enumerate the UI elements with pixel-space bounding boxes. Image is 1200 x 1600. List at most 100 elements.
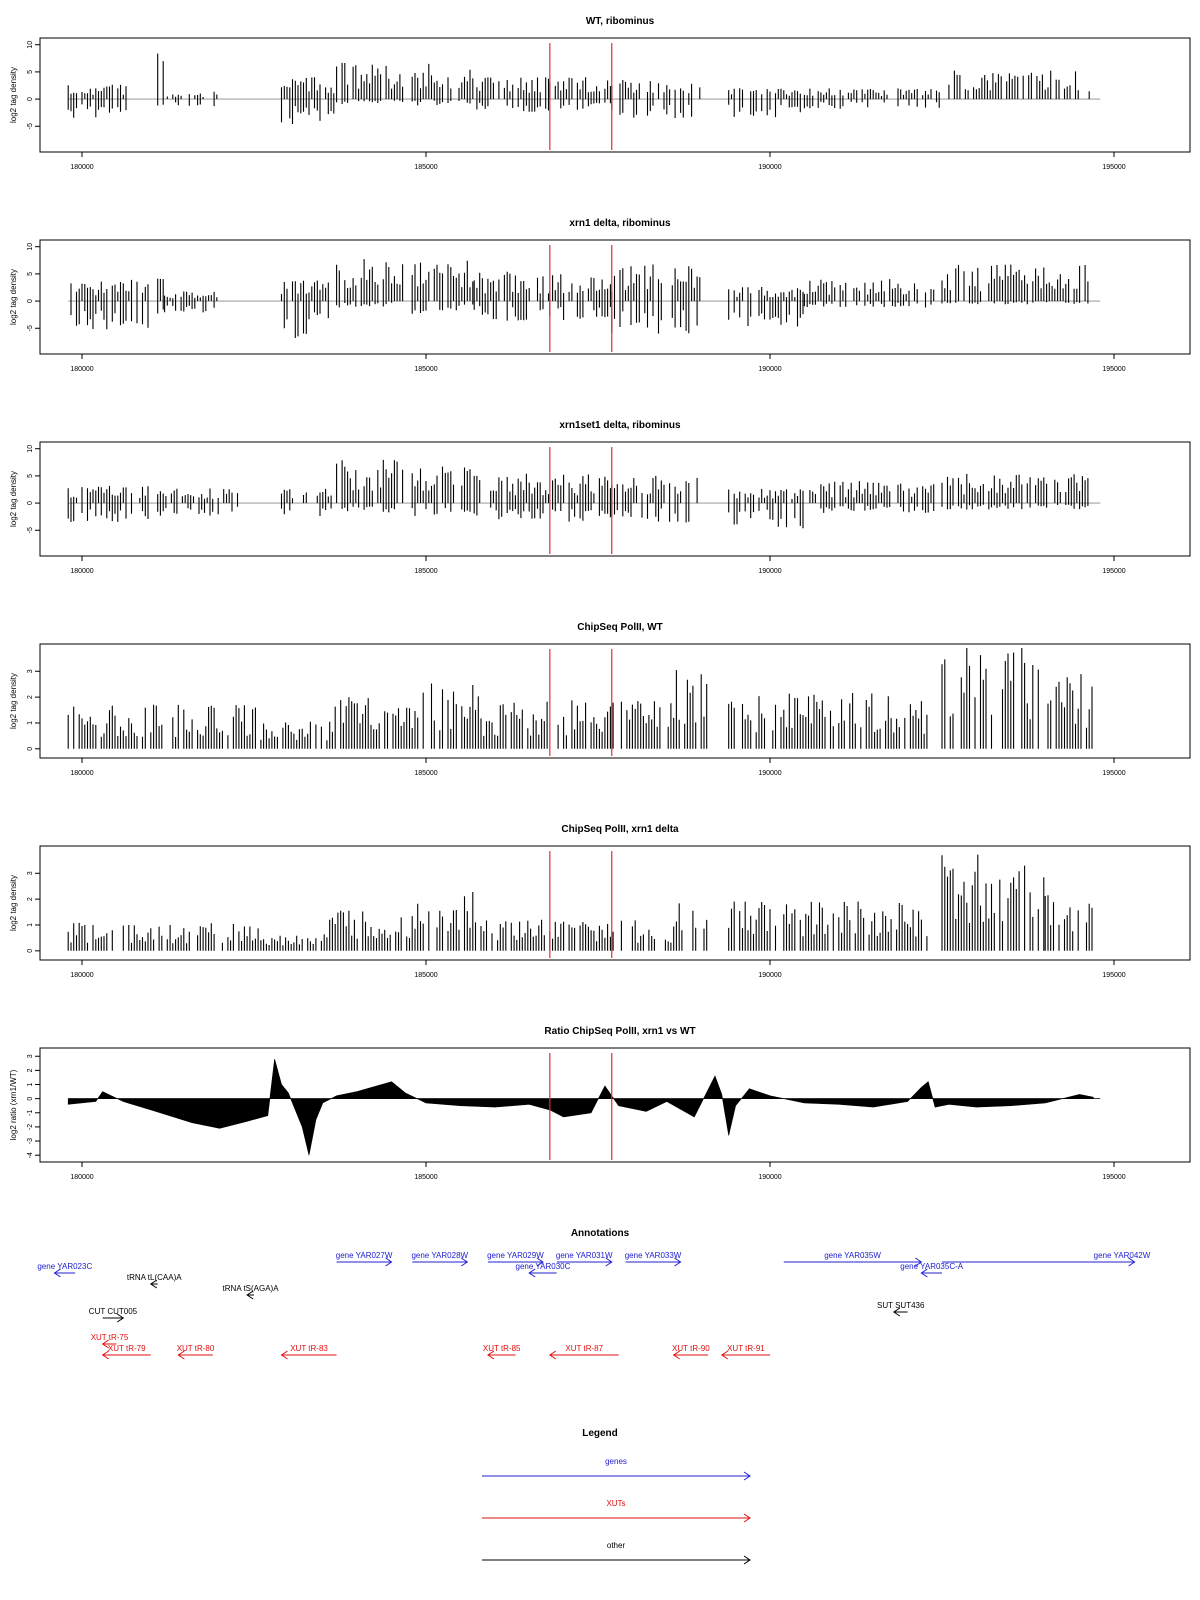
x-tick-label: 195000	[1102, 568, 1125, 575]
annotation-xut: XUT tR-83	[280, 1344, 337, 1360]
arrowhead	[536, 1257, 544, 1267]
annotation-label: XUT tR-85	[483, 1344, 521, 1353]
x-tick-label: 180000	[70, 366, 93, 373]
ratio-area	[67, 1059, 1094, 1156]
plot-frame	[39, 1047, 1191, 1163]
annotation-label: gene YAR035C-A	[900, 1262, 964, 1271]
annotation-xut: XUT tR-90	[672, 1344, 710, 1360]
annotation-gene: gene YAR030C	[516, 1262, 571, 1278]
annotation-label: XUT tR-83	[290, 1344, 328, 1353]
annotation-other: tRNA tL(CAA)A	[127, 1273, 182, 1289]
x-tick-label: 195000	[1102, 1174, 1125, 1181]
y-tick-label: 5	[27, 70, 34, 74]
annotation-gene: gene YAR033W	[625, 1251, 682, 1267]
y-axis-label: log2 tag density	[9, 673, 18, 729]
y-axis-label: log2 tag density	[9, 471, 18, 527]
x-tick-label: 180000	[70, 568, 93, 575]
y-tick-label: -4	[27, 1152, 34, 1158]
arrowhead	[915, 1257, 923, 1267]
track-data	[67, 1059, 1101, 1156]
annotation-label: CUT CUT005	[89, 1307, 138, 1316]
arrowhead	[674, 1257, 682, 1267]
annotation-label: gene YAR035W	[824, 1251, 881, 1260]
track-panel-0: WT, ribominus -5 0 5 10 log2 tag density 18000…	[9, 16, 1191, 171]
x-tick-label: 180000	[70, 1174, 93, 1181]
legend-label: other	[607, 1541, 626, 1550]
arrowhead	[1128, 1257, 1136, 1267]
y-tick-label: 5	[27, 474, 34, 478]
arrowhead	[528, 1268, 536, 1278]
arrowhead	[53, 1268, 61, 1278]
annotation-label: XUT tR-87	[565, 1344, 603, 1353]
arrowhead	[487, 1350, 495, 1360]
annotation-label: gene YAR030C	[516, 1262, 571, 1271]
legend-label: XUTs	[606, 1499, 625, 1508]
track-panel-2: xrn1set1 delta, ribominus -5 0 5 10 log2 tag …	[9, 420, 1191, 575]
track-bars	[67, 854, 1093, 951]
y-tick-label: 2	[27, 897, 34, 901]
y-tick-label: -5	[27, 123, 34, 129]
annotation-gene: gene YAR031W	[556, 1251, 613, 1267]
annotation-xut: XUT tR-87	[548, 1344, 619, 1360]
y-tick-label: 3	[27, 871, 34, 875]
annotation-other: SUT SUT436	[877, 1301, 925, 1317]
legend-entry-other: other	[482, 1541, 751, 1565]
legend-panel: Legend genes XUTs other	[482, 1428, 751, 1565]
track-panel-1: xrn1 delta, ribominus -5 0 5 10 log2 tag dens…	[9, 218, 1191, 373]
arrowhead	[101, 1350, 109, 1360]
x-tick-label: 185000	[414, 568, 437, 575]
track-title: xrn1set1 delta, ribominus	[559, 420, 681, 431]
y-tick-label: 0	[27, 949, 34, 953]
annotation-gene: gene YAR042W	[942, 1251, 1151, 1267]
arrowhead	[149, 1279, 158, 1289]
plot-frame	[39, 239, 1191, 355]
y-tick-label: 1	[27, 721, 34, 725]
y-tick-label: 0	[27, 747, 34, 751]
y-axis-label: log2 tag density	[9, 269, 18, 325]
annotation-xut: XUT tR-75	[91, 1333, 129, 1349]
arrowhead	[743, 1555, 751, 1565]
annotation-label: gene YAR031W	[556, 1251, 613, 1260]
arrowhead	[920, 1268, 928, 1278]
y-tick-label: 3	[27, 1054, 34, 1058]
plot-frame	[39, 441, 1191, 557]
legend-title: Legend	[582, 1428, 618, 1439]
annotations-panel: Annotations gene YAR023C gene YAR027W gene…	[37, 1228, 1151, 1360]
plot-frame	[39, 643, 1191, 759]
annotation-xut: XUT tR-79	[101, 1344, 151, 1360]
x-tick-label: 190000	[758, 164, 781, 171]
track-title: Ratio ChipSeq PolII, xrn1 vs WT	[544, 1026, 695, 1037]
x-tick-label: 180000	[70, 972, 93, 979]
annotations-title: Annotations	[571, 1228, 630, 1239]
annotation-xut: XUT tR-91	[720, 1344, 770, 1360]
x-tick-label: 195000	[1102, 972, 1125, 979]
annotation-label: XUT tR-75	[91, 1333, 129, 1342]
arrowhead	[117, 1313, 125, 1323]
x-tick-label: 195000	[1102, 164, 1125, 171]
x-tick-label: 195000	[1102, 770, 1125, 777]
arrowhead	[548, 1350, 557, 1360]
annotation-label: gene YAR023C	[37, 1262, 92, 1271]
x-tick-label: 185000	[414, 164, 437, 171]
arrowhead	[177, 1350, 185, 1360]
arrowhead	[385, 1257, 393, 1267]
annotation-gene: gene YAR029W	[487, 1251, 544, 1267]
x-tick-label: 190000	[758, 366, 781, 373]
y-axis-label: log2 ratio (xrn1/WT)	[9, 1069, 18, 1140]
annotation-label: gene YAR027W	[336, 1251, 393, 1260]
x-tick-label: 180000	[70, 770, 93, 777]
arrowhead	[246, 1290, 254, 1300]
arrowhead	[743, 1513, 751, 1523]
annotation-other: tRNA tS(AGA)A	[223, 1284, 280, 1300]
y-tick-label: 2	[27, 1068, 34, 1072]
x-tick-label: 185000	[414, 770, 437, 777]
annotation-label: SUT SUT436	[877, 1301, 925, 1310]
annotation-label: tRNA tS(AGA)A	[223, 1284, 280, 1293]
annotation-label: gene YAR029W	[487, 1251, 544, 1260]
y-tick-label: -5	[27, 325, 34, 331]
plot-frame	[39, 37, 1191, 153]
y-tick-label: 3	[27, 669, 34, 673]
x-tick-label: 190000	[758, 1174, 781, 1181]
y-tick-label: 10	[27, 243, 34, 251]
